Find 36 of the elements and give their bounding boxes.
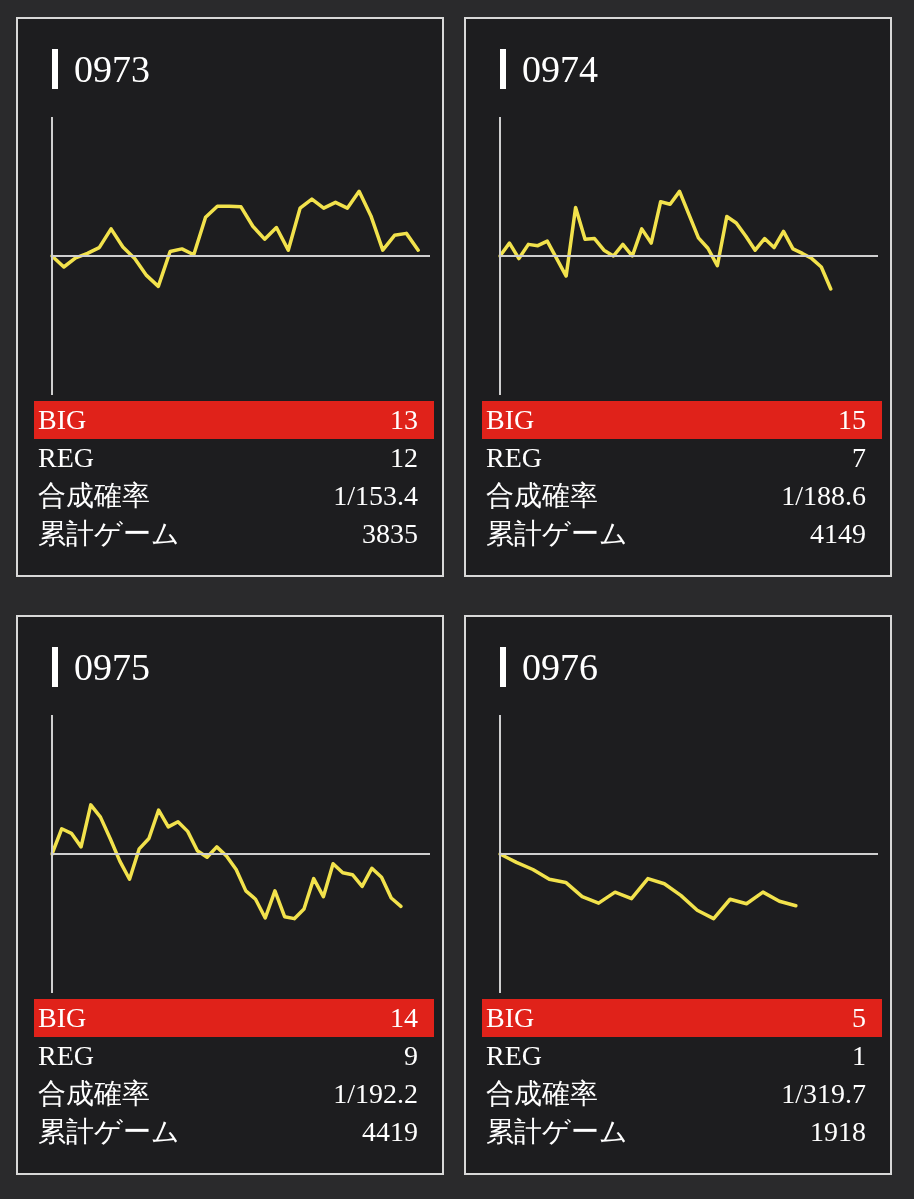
text: 合成確率 bbox=[38, 479, 150, 513]
text: 累計ゲーム bbox=[38, 517, 180, 551]
text: 4149 bbox=[810, 517, 866, 551]
text: 1 bbox=[852, 1039, 866, 1073]
text: 15 bbox=[838, 403, 866, 437]
text: REG bbox=[486, 1039, 542, 1073]
text: 7 bbox=[852, 441, 866, 475]
text: BIG bbox=[486, 403, 535, 437]
text: REG bbox=[38, 1039, 94, 1073]
text: 合成確率 bbox=[38, 1077, 150, 1111]
text: 13 bbox=[390, 403, 418, 437]
text: 12 bbox=[390, 441, 418, 475]
text: 累計ゲーム bbox=[486, 517, 628, 551]
chart-title: 0974 bbox=[521, 47, 598, 91]
text: REG bbox=[38, 441, 94, 475]
text: 1/188.6 bbox=[781, 479, 866, 513]
text: 3835 bbox=[362, 517, 418, 551]
text: 累計ゲーム bbox=[486, 1115, 628, 1149]
text: 5 bbox=[852, 1001, 866, 1035]
chart-title: 0975 bbox=[73, 645, 150, 689]
text: 9 bbox=[404, 1039, 418, 1073]
text: 1918 bbox=[810, 1115, 866, 1149]
text: 14 bbox=[390, 1001, 418, 1035]
text: 合成確率 bbox=[486, 479, 598, 513]
chart-title: 0973 bbox=[73, 47, 150, 91]
text: 4419 bbox=[362, 1115, 418, 1149]
chart-title: 0976 bbox=[521, 645, 598, 689]
text: BIG bbox=[38, 1001, 87, 1035]
text: 累計ゲーム bbox=[38, 1115, 180, 1149]
text: BIG bbox=[486, 1001, 535, 1035]
text: 合成確率 bbox=[486, 1077, 598, 1111]
text: 1/192.2 bbox=[333, 1077, 418, 1111]
text: BIG bbox=[38, 403, 87, 437]
text: 1/319.7 bbox=[781, 1077, 866, 1111]
text: 1/153.4 bbox=[333, 479, 418, 513]
text: REG bbox=[486, 441, 542, 475]
